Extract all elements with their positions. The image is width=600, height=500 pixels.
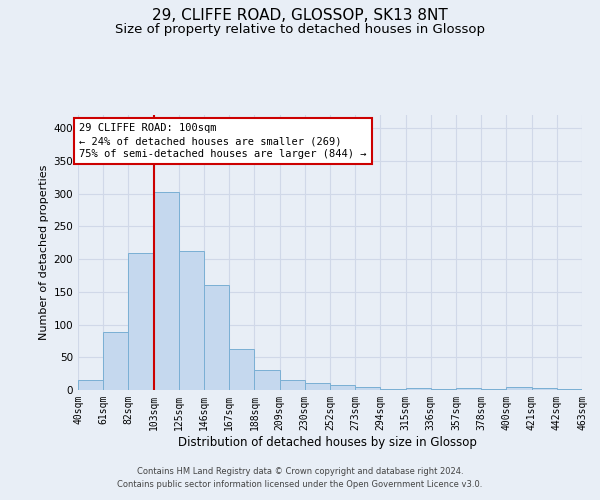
Bar xyxy=(431,388,456,390)
Bar xyxy=(280,380,305,390)
Bar xyxy=(305,384,330,390)
Bar xyxy=(128,252,154,390)
Bar xyxy=(506,386,532,390)
Bar xyxy=(179,250,204,390)
Text: 29, CLIFFE ROAD, GLOSSOP, SK13 8NT: 29, CLIFFE ROAD, GLOSSOP, SK13 8NT xyxy=(152,8,448,22)
Bar xyxy=(254,370,280,390)
Bar xyxy=(456,388,481,390)
Text: 29 CLIFFE ROAD: 100sqm
← 24% of detached houses are smaller (269)
75% of semi-de: 29 CLIFFE ROAD: 100sqm ← 24% of detached… xyxy=(79,123,367,160)
Bar xyxy=(78,380,103,390)
Text: Contains HM Land Registry data © Crown copyright and database right 2024.: Contains HM Land Registry data © Crown c… xyxy=(137,467,463,476)
Bar xyxy=(557,388,582,390)
Text: Contains public sector information licensed under the Open Government Licence v3: Contains public sector information licen… xyxy=(118,480,482,489)
Bar xyxy=(406,388,431,390)
Y-axis label: Number of detached properties: Number of detached properties xyxy=(39,165,49,340)
Bar xyxy=(103,332,128,390)
Bar xyxy=(229,349,254,390)
Bar xyxy=(204,285,229,390)
Bar xyxy=(330,386,355,390)
Text: Size of property relative to detached houses in Glossop: Size of property relative to detached ho… xyxy=(115,22,485,36)
Text: Distribution of detached houses by size in Glossop: Distribution of detached houses by size … xyxy=(178,436,476,449)
Bar xyxy=(532,388,557,390)
Bar xyxy=(355,388,380,390)
Bar xyxy=(481,388,506,390)
Bar xyxy=(380,388,406,390)
Bar xyxy=(154,192,179,390)
